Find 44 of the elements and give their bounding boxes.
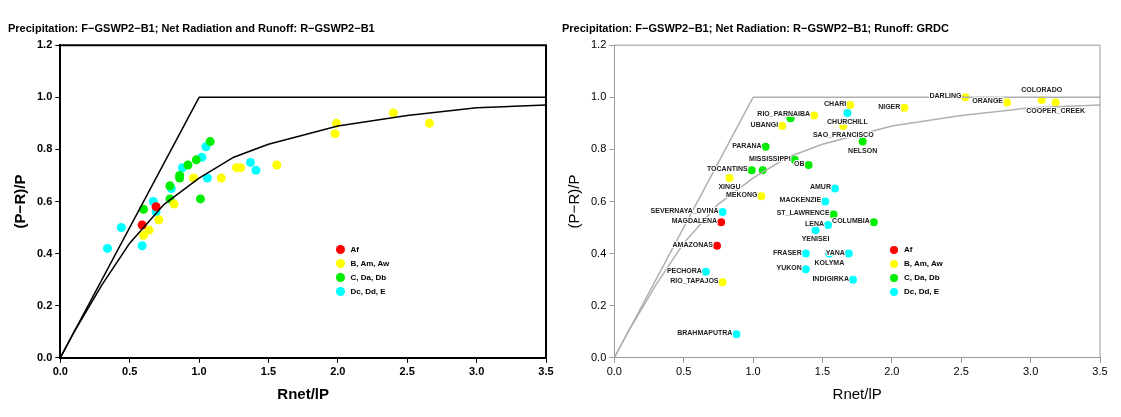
y-tick-label: 0.8 (36, 142, 53, 155)
y-tick-label: 0.8 (590, 142, 607, 155)
y-tick-label: 0.0 (36, 350, 53, 363)
y-tick-label: 0.2 (590, 298, 607, 311)
x-tick-label: 1.5 (814, 365, 831, 378)
x-tick-label: 0.0 (52, 365, 68, 378)
legend-label: Dc, Dd, E (904, 285, 940, 298)
x-tick-label: 1.0 (745, 365, 761, 378)
x-tick-label: 0.5 (122, 365, 138, 378)
x-axis-title: Rnet/lP (277, 385, 329, 403)
x-tick-label: 2.0 (330, 365, 346, 378)
x-tick-label: 3.0 (1022, 365, 1039, 378)
y-tick-label: 1.0 (36, 90, 53, 103)
chart-title: Precipitation: F−GSWP2−B1; Net Radiation and Runoff: R−GSWP2−B1 (8, 21, 375, 34)
x-tick-label: 3.5 (1092, 365, 1108, 378)
x-tick-label: 2.5 (399, 365, 415, 378)
legend-label: C, Da, Db (350, 271, 387, 284)
x-tick-label: 2.5 (953, 365, 969, 378)
x-axis-title: Rnet/lP (832, 385, 882, 403)
x-tick-label: 3.0 (468, 365, 485, 378)
legend-label: B, Am, Aw (350, 257, 390, 270)
x-tick-label: 1.5 (260, 365, 277, 378)
legend-label: B, Am, Aw (904, 257, 943, 270)
y-tick-label: 1.0 (590, 90, 607, 103)
y-tick-label: 0.6 (590, 194, 607, 207)
y-tick-label: 1.2 (590, 38, 607, 51)
chart-title: Precipitation: F−GSWP2−B1; Net Radiation: R−GSWP2−B1; Runoff: GRDC (562, 21, 949, 34)
legend-label: Dc, Dd, E (350, 285, 386, 298)
y-tick-label: 1.2 (36, 38, 53, 51)
legend-label: C, Da, Db (904, 271, 940, 284)
y-tick-label: 0.0 (590, 350, 607, 363)
x-tick-label: 0.5 (676, 365, 692, 378)
y-axis-title: (P−R)/P (11, 174, 29, 229)
x-tick-label: 1.0 (191, 365, 207, 378)
y-tick-label: 0.6 (36, 194, 53, 207)
x-tick-label: 0.0 (606, 365, 622, 378)
x-tick-label: 3.5 (538, 365, 554, 378)
y-axis-title: (P−R)/P (565, 174, 583, 229)
y-tick-label: 0.2 (36, 298, 53, 311)
y-tick-label: 0.4 (36, 246, 54, 259)
legend-label: Af (904, 243, 913, 256)
x-tick-label: 2.0 (884, 365, 900, 378)
legend-label: Af (350, 243, 359, 256)
y-tick-label: 0.4 (590, 246, 607, 259)
